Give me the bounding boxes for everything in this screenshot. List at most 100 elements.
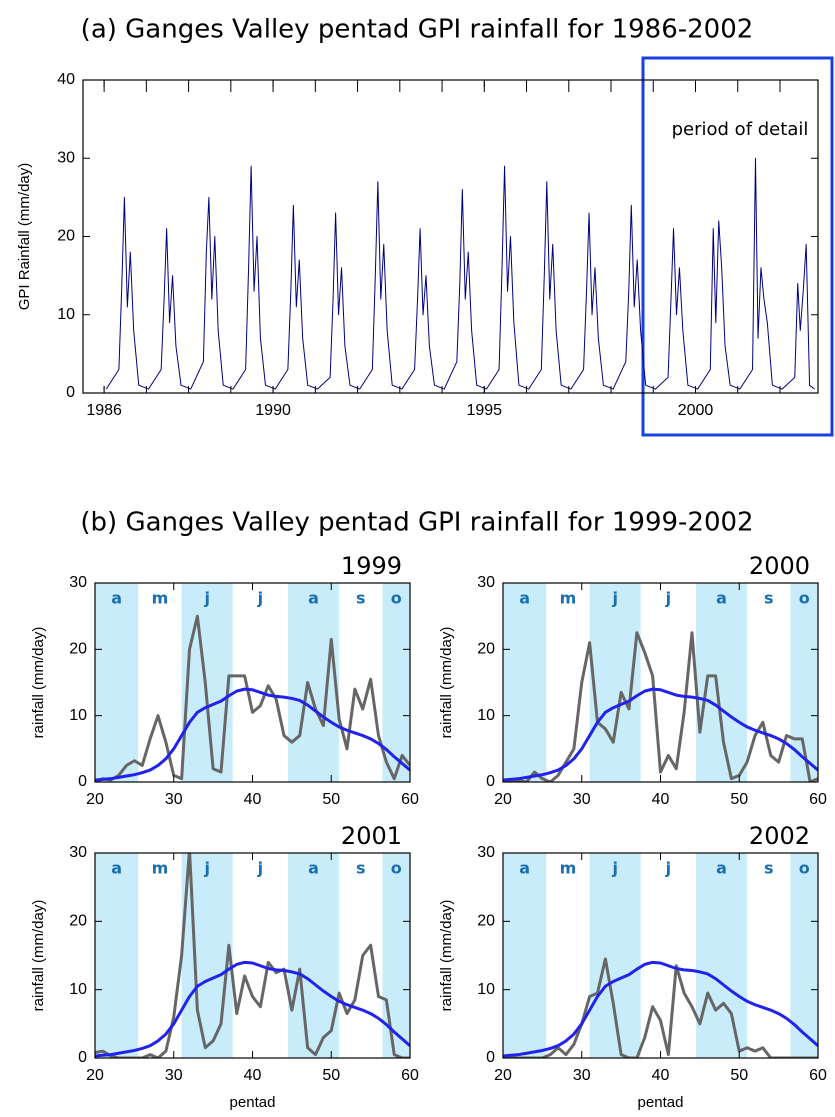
y-tick-label: 0 (66, 384, 75, 401)
panel-title: 2001 (341, 822, 402, 850)
x-tick-label: 40 (652, 791, 670, 808)
x-tick-label: 60 (809, 791, 827, 808)
x-tick-label: 30 (573, 791, 591, 808)
month-band (503, 583, 547, 782)
y-tick-label: 40 (57, 71, 75, 88)
month-label: j (611, 589, 617, 608)
series-line (503, 687, 818, 782)
month-band (695, 583, 748, 782)
x-tick-label: 30 (165, 1067, 183, 1084)
month-label: a (519, 589, 530, 608)
y-axis-label: rainfall (mm/day) (30, 627, 47, 739)
x-tick-label: 60 (809, 1067, 827, 1084)
y-axis-label: GPI Rainfall (mm/day) (16, 163, 33, 311)
series-line (503, 960, 818, 1058)
month-band (747, 853, 791, 1058)
y-axis-label: rainfall (mm/day) (438, 627, 455, 739)
month-label: j (665, 859, 671, 878)
y-tick-label: 30 (477, 844, 495, 861)
month-band (95, 583, 139, 782)
x-axis-label: pentad (638, 1094, 684, 1111)
month-label: m (152, 589, 169, 608)
series-line (95, 960, 410, 1058)
month-band (695, 853, 748, 1058)
plot-area (95, 583, 410, 782)
y-tick-label: 20 (477, 913, 495, 930)
month-band (287, 853, 340, 1058)
x-tick-label: 40 (244, 791, 262, 808)
month-band (339, 853, 383, 1058)
y-tick-label: 20 (477, 641, 495, 658)
annotation: period of detail (672, 119, 809, 140)
month-band (503, 853, 547, 1058)
month-band (181, 583, 233, 782)
month-label: m (560, 859, 577, 878)
series-line (95, 853, 410, 1058)
x-tick-label: 40 (244, 1067, 262, 1084)
month-label: j (665, 589, 671, 608)
month-label: o (799, 859, 810, 878)
month-label: j (257, 859, 263, 878)
y-tick-label: 30 (69, 574, 87, 591)
month-band (339, 583, 383, 782)
x-tick-label: 20 (86, 1067, 104, 1084)
y-tick-label: 10 (69, 981, 87, 998)
x-tick-label: 2000 (678, 402, 714, 419)
month-label: s (356, 589, 366, 608)
month-label: a (308, 589, 319, 608)
x-tick-label: 60 (401, 791, 419, 808)
y-tick-label: 10 (57, 306, 75, 323)
x-tick-label: 20 (86, 791, 104, 808)
month-band (232, 583, 288, 782)
plot-area (503, 583, 818, 782)
month-label: m (152, 859, 169, 878)
x-tick-label: 50 (730, 1067, 748, 1084)
y-tick-label: 30 (57, 149, 75, 166)
series-line (105, 157, 815, 390)
panel-title: 2002 (749, 822, 810, 850)
month-band (640, 853, 696, 1058)
series-line (95, 614, 410, 782)
month-label: s (764, 859, 774, 878)
y-tick-label: 0 (78, 773, 87, 790)
y-tick-label: 30 (477, 574, 495, 591)
y-tick-label: 0 (486, 773, 495, 790)
x-tick-label: 1986 (86, 402, 122, 419)
x-tick-label: 20 (494, 791, 512, 808)
panel-title: 2000 (749, 552, 810, 580)
month-label: s (356, 859, 366, 878)
month-band (589, 853, 641, 1058)
x-tick-label: 50 (730, 791, 748, 808)
x-tick-label: 1995 (466, 402, 502, 419)
month-label: s (764, 589, 774, 608)
detail-box (641, 56, 834, 437)
month-band (287, 583, 340, 782)
y-tick-label: 0 (78, 1049, 87, 1066)
month-band (546, 853, 590, 1058)
y-tick-label: 10 (477, 707, 495, 724)
plot-area (503, 853, 818, 1058)
x-tick-label: 30 (573, 1067, 591, 1084)
plot-area (105, 157, 815, 390)
month-band (232, 853, 288, 1058)
month-band (382, 853, 410, 1058)
y-tick-label: 10 (477, 981, 495, 998)
month-label: j (203, 589, 209, 608)
x-tick-label: 20 (494, 1067, 512, 1084)
series-line (95, 687, 410, 782)
panel-title: 1999 (341, 552, 402, 580)
x-tick-label: 30 (165, 791, 183, 808)
y-tick-label: 10 (69, 707, 87, 724)
y-tick-label: 20 (69, 641, 87, 658)
month-band (95, 853, 139, 1058)
y-axis-label: rainfall (mm/day) (30, 900, 47, 1012)
month-label: a (519, 859, 530, 878)
month-label: o (391, 589, 402, 608)
plot-area (95, 853, 410, 1058)
month-label: m (560, 589, 577, 608)
month-band (181, 853, 233, 1058)
x-tick-label: 60 (401, 1067, 419, 1084)
month-label: a (716, 589, 727, 608)
x-tick-label: 40 (652, 1067, 670, 1084)
